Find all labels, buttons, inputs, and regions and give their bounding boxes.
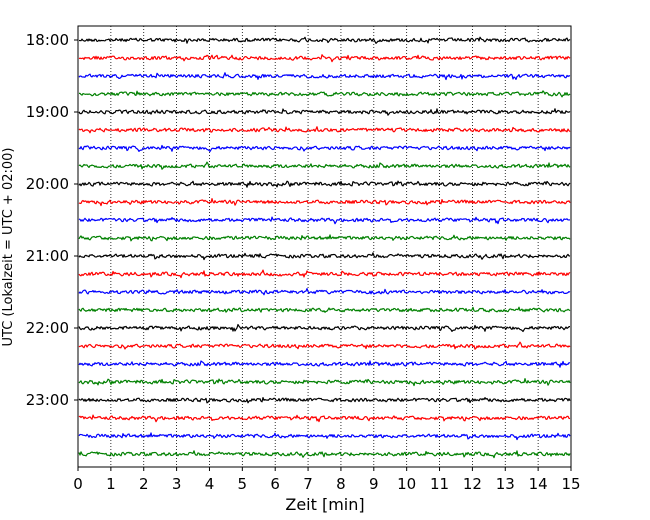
x-tick-label: 12 bbox=[463, 475, 482, 493]
x-tick-label: 10 bbox=[397, 475, 416, 493]
traces bbox=[78, 36, 571, 459]
trace-line bbox=[78, 450, 571, 459]
trace-line bbox=[78, 54, 571, 63]
x-tick-label: 4 bbox=[205, 475, 215, 493]
x-axis: 0 1 2 3 4 5 6 7 8 9 10 11 12 13 14 15 bbox=[73, 467, 581, 493]
y-tick-label: 19:00 bbox=[26, 103, 69, 121]
plot-frame bbox=[77, 25, 572, 468]
trace-line bbox=[78, 144, 571, 153]
trace-line bbox=[78, 234, 571, 242]
x-axis-label: Zeit [min] bbox=[285, 495, 364, 514]
x-tick-label: 2 bbox=[139, 475, 149, 493]
trace-line bbox=[78, 90, 571, 98]
trace-line bbox=[78, 432, 571, 441]
x-tick-label: 6 bbox=[270, 475, 280, 493]
y-tick-label: 20:00 bbox=[26, 175, 69, 193]
trace-line bbox=[78, 198, 571, 207]
trace-line bbox=[78, 36, 571, 44]
trace-line bbox=[78, 72, 571, 81]
trace-line bbox=[78, 288, 571, 296]
y-axis: 18:00 19:00 20:00 21:00 22:00 23:00 bbox=[26, 31, 78, 409]
x-tick-label: 13 bbox=[496, 475, 515, 493]
trace-line bbox=[78, 126, 571, 134]
trace-line bbox=[78, 378, 571, 387]
x-tick-label: 11 bbox=[430, 475, 449, 493]
trace-line bbox=[78, 341, 571, 350]
x-tick-label: 15 bbox=[561, 475, 580, 493]
trace-line bbox=[78, 414, 571, 423]
trace-line bbox=[78, 108, 571, 116]
y-tick-label: 21:00 bbox=[26, 247, 69, 265]
x-tick-label: 9 bbox=[369, 475, 379, 493]
trace-line bbox=[78, 161, 571, 170]
trace-line bbox=[78, 396, 571, 404]
trace-line bbox=[78, 180, 571, 188]
y-tick-label: 18:00 bbox=[26, 31, 69, 49]
x-tick-label: 8 bbox=[336, 475, 346, 493]
x-tick-label: 5 bbox=[238, 475, 248, 493]
x-tick-label: 1 bbox=[106, 475, 116, 493]
trace-line bbox=[78, 216, 571, 225]
y-tick-label: 23:00 bbox=[26, 391, 69, 409]
trace-line bbox=[78, 269, 571, 279]
trace-line bbox=[78, 252, 571, 261]
x-tick-label: 0 bbox=[73, 475, 83, 493]
trace-line bbox=[78, 360, 571, 368]
x-tick-label: 3 bbox=[172, 475, 182, 493]
y-tick-label: 22:00 bbox=[26, 319, 69, 337]
x-tick-label: 7 bbox=[303, 475, 313, 493]
y-axis-label: UTC (Lokalzeit = UTC + 02:00) bbox=[1, 148, 16, 347]
x-tick-label: 14 bbox=[529, 475, 548, 493]
trace-line bbox=[78, 306, 571, 313]
trace-line bbox=[78, 323, 570, 333]
